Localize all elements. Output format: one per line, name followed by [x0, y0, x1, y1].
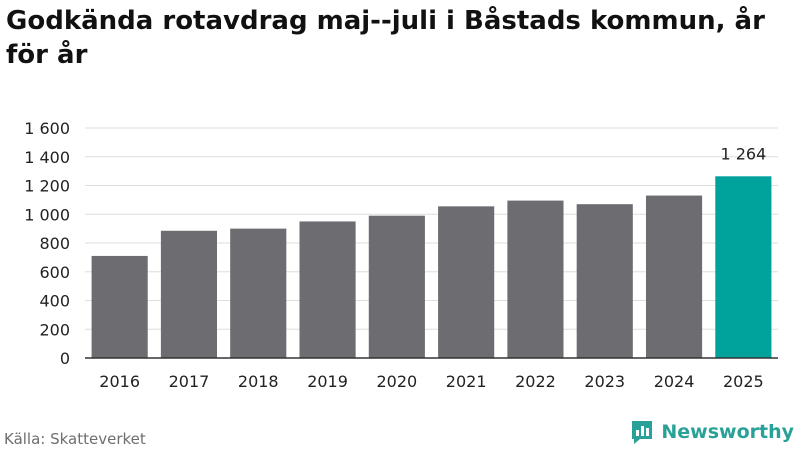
bar — [645, 195, 703, 358]
x-tick-label: 2020 — [376, 372, 417, 391]
data-label: 1 264 — [720, 144, 766, 163]
source-note: Källa: Skatteverket — [4, 430, 146, 448]
y-tick-label: 800 — [39, 234, 70, 253]
newsworthy-logo-icon — [632, 421, 653, 444]
y-tick-label: 600 — [39, 263, 70, 282]
x-tick-label: 2022 — [515, 372, 556, 391]
y-tick-label: 400 — [39, 292, 70, 311]
brand-logo: Newsworthy — [630, 418, 794, 446]
x-tick-label: 2021 — [446, 372, 487, 391]
x-tick-label: 2019 — [307, 372, 348, 391]
y-tick-label: 1 600 — [24, 119, 70, 138]
y-tick-label: 1 200 — [24, 177, 70, 196]
bar — [299, 221, 356, 358]
bar — [438, 206, 495, 358]
y-tick-label: 1 400 — [24, 148, 70, 167]
x-tick-label: 2017 — [169, 372, 210, 391]
x-tick-label: 2023 — [584, 372, 625, 391]
bar — [160, 230, 218, 358]
x-tick-label: 2024 — [654, 372, 695, 391]
bar — [91, 255, 148, 358]
bar — [368, 215, 425, 358]
y-tick-label: 1 000 — [24, 205, 70, 224]
y-tick-label: 0 — [60, 349, 70, 368]
bar — [507, 200, 564, 358]
bar — [230, 228, 287, 358]
x-tick-label: 2025 — [723, 372, 764, 391]
y-tick-label: 200 — [39, 320, 70, 339]
x-tick-label: 2016 — [99, 372, 140, 391]
chart-title: Godkända rotavdrag maj--juli i Båstads k… — [6, 6, 765, 70]
brand-name: Newsworthy — [661, 421, 794, 443]
x-tick-label: 2018 — [238, 372, 279, 391]
bar — [715, 176, 772, 358]
bar — [576, 204, 633, 358]
